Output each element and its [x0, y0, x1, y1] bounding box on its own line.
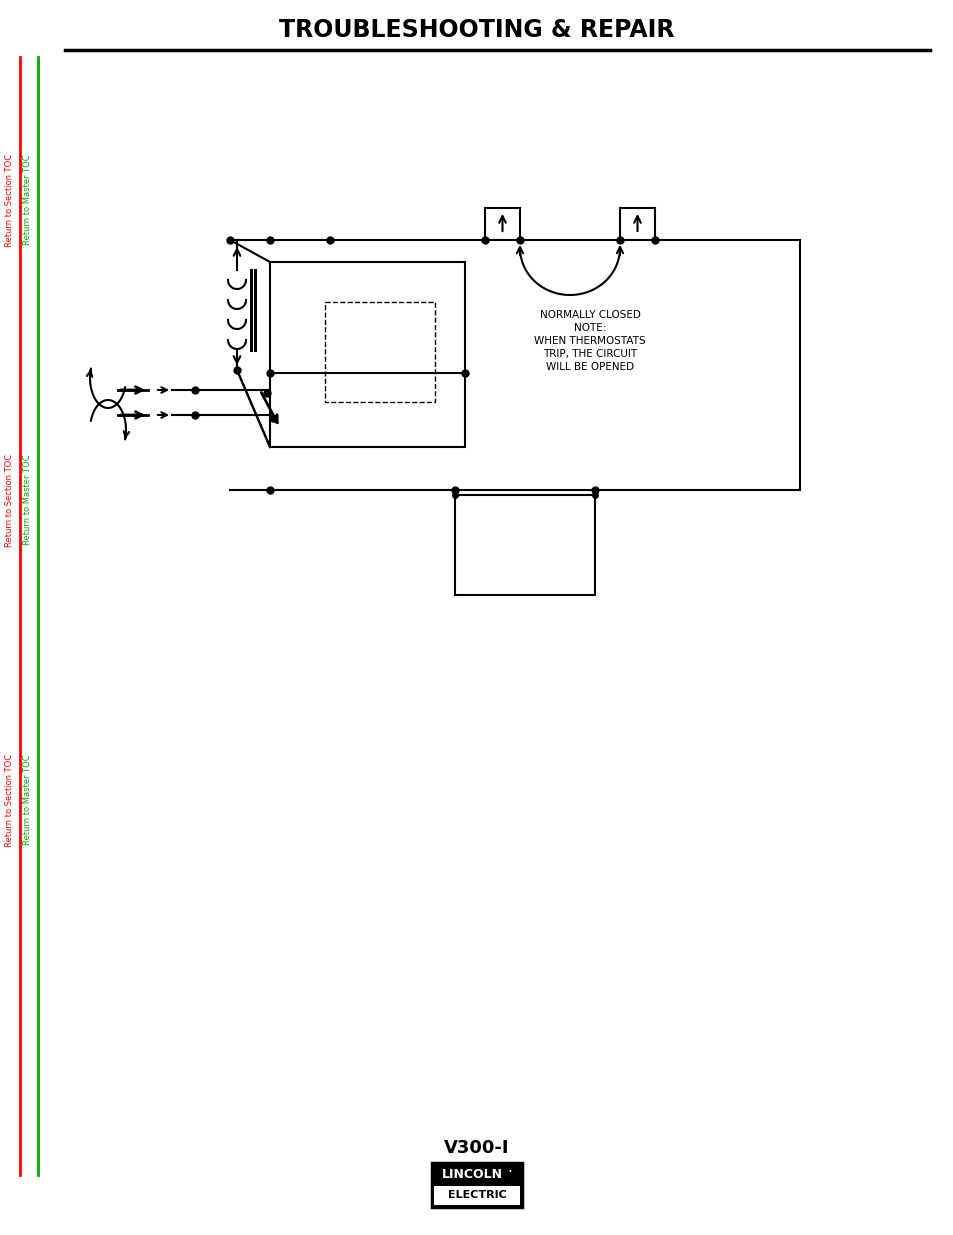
Bar — [325, 303, 435, 403]
Text: TROUBLESHOOTING & REPAIR: TROUBLESHOOTING & REPAIR — [279, 19, 674, 42]
Text: Return to Section TOC: Return to Section TOC — [6, 453, 14, 547]
Bar — [432, 1163, 521, 1207]
Bar — [434, 1186, 519, 1205]
Text: ELECTRIC: ELECTRIC — [447, 1191, 506, 1200]
Text: NORMALLY CLOSED: NORMALLY CLOSED — [539, 310, 639, 320]
Text: TRIP, THE CIRCUIT: TRIP, THE CIRCUIT — [542, 350, 637, 359]
Text: Return to Section TOC: Return to Section TOC — [6, 753, 14, 846]
Text: Return to Section TOC: Return to Section TOC — [6, 153, 14, 247]
Text: WILL BE OPENED: WILL BE OPENED — [545, 362, 634, 372]
Text: NOTE:: NOTE: — [573, 324, 605, 333]
Text: ·: · — [507, 1166, 512, 1181]
Bar — [455, 495, 595, 595]
Text: Return to Master TOC: Return to Master TOC — [24, 755, 32, 845]
Text: Return to Master TOC: Return to Master TOC — [24, 454, 32, 546]
Bar — [270, 262, 464, 447]
Text: V300-I: V300-I — [444, 1139, 509, 1157]
Text: Return to Master TOC: Return to Master TOC — [24, 154, 32, 246]
Text: LINCOLN: LINCOLN — [441, 1168, 502, 1182]
Text: WHEN THERMOSTATS: WHEN THERMOSTATS — [534, 336, 645, 346]
